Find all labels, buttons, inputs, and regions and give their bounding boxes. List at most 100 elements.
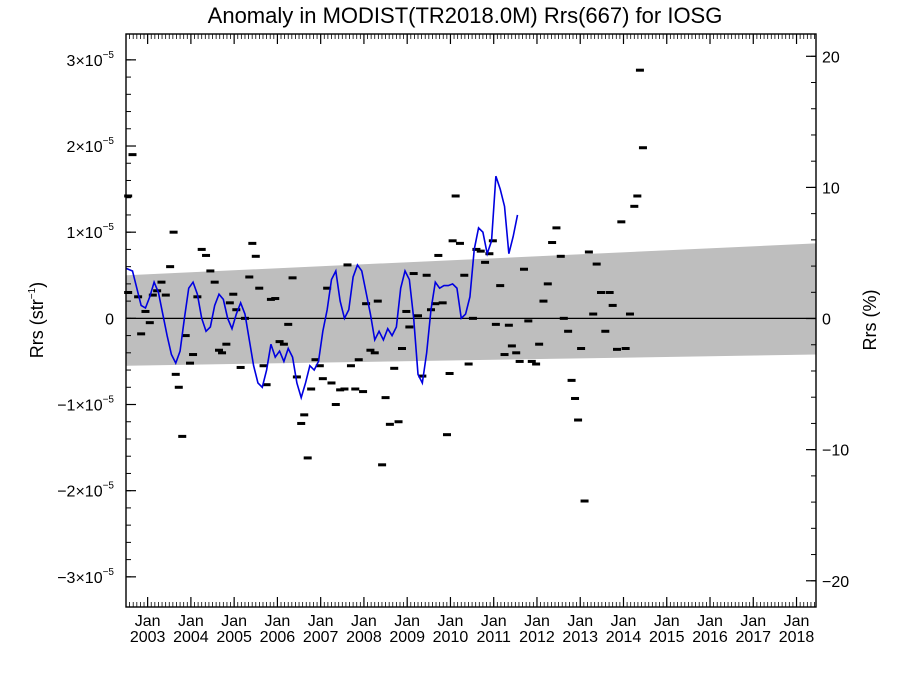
anomaly-marker	[431, 302, 440, 306]
anomaly-marker	[354, 358, 363, 362]
anomaly-marker	[617, 220, 626, 224]
anomaly-marker	[496, 284, 505, 288]
anomaly-marker	[157, 280, 166, 284]
anomaly-marker	[527, 359, 536, 363]
x-tick-year: 2006	[260, 629, 296, 646]
x-tick-year: 2005	[216, 629, 252, 646]
left-tick-label: 0	[105, 311, 114, 328]
anomaly-marker	[137, 332, 146, 336]
right-tick-label: −10	[822, 443, 849, 460]
anomaly-marker	[455, 241, 464, 245]
plot-frame	[125, 33, 817, 608]
anomaly-marker	[504, 323, 513, 327]
anomaly-marker	[346, 364, 355, 368]
left-tick-label: 1×10−5	[67, 222, 115, 242]
anomaly-marker	[288, 276, 297, 280]
x-tick-month: Jan	[178, 613, 204, 630]
anomaly-marker	[468, 316, 477, 320]
x-tick-year: 2011	[477, 629, 512, 646]
anomaly-marker	[251, 254, 260, 258]
anomaly-marker	[222, 342, 231, 346]
anomaly-marker	[189, 353, 198, 357]
anomaly-marker	[178, 434, 187, 438]
anomaly-marker	[171, 372, 180, 376]
anomaly-marker	[262, 383, 271, 387]
anomaly-marker	[148, 293, 157, 297]
right-axis-ticks: 20 10 0 −10 −20	[806, 49, 849, 608]
anomaly-marker	[145, 321, 154, 325]
x-tick-month: Jan	[135, 613, 161, 630]
anomaly-marker	[402, 309, 411, 313]
anomaly-marker	[438, 301, 447, 305]
anomaly-marker	[266, 297, 275, 301]
anomaly-marker	[331, 403, 340, 407]
anomaly-marker	[507, 344, 516, 348]
anomaly-marker	[633, 194, 642, 198]
x-tick-month: Jan	[221, 613, 247, 630]
anomaly-marker	[532, 362, 541, 366]
anomaly-marker	[259, 364, 268, 368]
anomaly-marker	[351, 387, 360, 391]
x-tick-month: Jan	[654, 613, 680, 630]
anomaly-marker	[559, 316, 568, 320]
anomaly-marker	[535, 342, 544, 346]
anomaly-marker	[481, 260, 490, 264]
anomaly-marker	[556, 254, 565, 258]
x-tick-month: Jan	[481, 613, 507, 630]
anomaly-marker	[601, 329, 610, 333]
anomaly-marker	[236, 365, 245, 369]
anomaly-marker	[621, 347, 630, 351]
anomaly-marker	[169, 230, 178, 234]
anomaly-marker	[362, 302, 371, 306]
x-tick-year: 2017	[735, 629, 771, 646]
x-tick-month: Jan	[567, 613, 593, 630]
anomaly-marker	[181, 334, 190, 338]
anomaly-marker	[248, 241, 257, 245]
anomaly-marker	[543, 282, 552, 286]
x-tick-year: 2015	[649, 629, 685, 646]
left-tick-label: −2×10−5	[57, 481, 114, 501]
anomaly-marker	[608, 303, 617, 307]
anomaly-marker	[451, 194, 460, 198]
anomaly-marker	[255, 286, 264, 290]
anomaly-marker	[229, 292, 238, 296]
anomaly-marker	[174, 385, 183, 389]
anomaly-marker	[512, 351, 521, 355]
anomaly-marker	[225, 301, 234, 305]
anomaly-marker	[552, 226, 561, 230]
anomaly-marker	[630, 204, 639, 208]
anomaly-marker	[385, 422, 394, 426]
anomaly-marker	[625, 312, 634, 316]
right-tick-label: 20	[822, 49, 840, 66]
right-axis-label: Rrs (%)	[860, 290, 880, 351]
anomaly-marker	[315, 364, 324, 368]
anomaly-marker	[592, 262, 601, 266]
anomaly-marker	[297, 421, 306, 425]
anomaly-marker	[210, 280, 219, 284]
anomaly-marker	[519, 267, 528, 271]
anomaly-marker	[378, 463, 387, 467]
anomaly-marker	[488, 239, 497, 243]
anomaly-marker	[605, 290, 614, 294]
x-tick-year: 2012	[519, 629, 555, 646]
anomaly-marker	[577, 347, 586, 351]
anomaly-marker	[166, 265, 175, 269]
anomaly-marker	[366, 348, 375, 352]
anomaly-marker	[409, 272, 418, 276]
anomaly-marker	[524, 319, 533, 323]
x-tick-month: Jan	[697, 613, 723, 630]
anomaly-marker	[370, 351, 379, 355]
x-tick-month: Jan	[438, 613, 464, 630]
anomaly-marker	[448, 239, 457, 243]
left-axis-ticks: 3×10−5 2×10−5 1×10−5 0 −1×10−5 −2×10−5 −3×10−5	[57, 50, 136, 587]
anomaly-marker	[472, 247, 481, 251]
anomaly-marker	[340, 387, 349, 391]
anomaly-marker	[414, 314, 423, 318]
x-tick-year: 2009	[389, 629, 425, 646]
x-axis-ticks: Jan2003Jan2004Jan2005Jan2006Jan2007Jan20…	[125, 34, 815, 646]
anomaly-marker	[307, 387, 316, 391]
anomaly-marker	[476, 249, 485, 253]
anomaly-marker	[405, 325, 414, 329]
anomaly-marker	[635, 68, 644, 72]
